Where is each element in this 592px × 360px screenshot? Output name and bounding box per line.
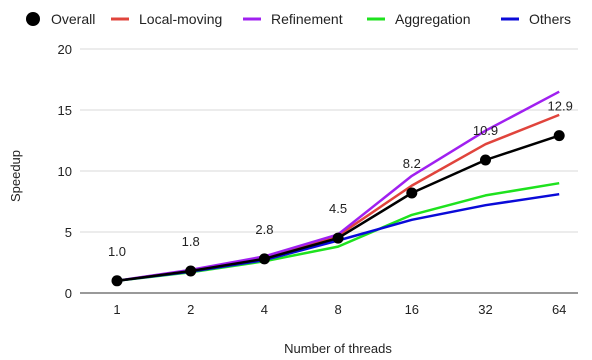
- data-label: 2.8: [255, 222, 273, 237]
- x-tick-label: 16: [405, 302, 419, 317]
- legend-label-local-moving: Local-moving: [139, 11, 222, 27]
- data-label: 12.9: [548, 99, 573, 114]
- y-tick-label: 5: [65, 225, 72, 240]
- y-tick-label: 20: [58, 42, 72, 57]
- x-tick-label: 1: [113, 302, 120, 317]
- x-axis-title: Number of threads: [284, 341, 392, 356]
- x-tick-label: 4: [261, 302, 268, 317]
- x-tick-label: 32: [478, 302, 492, 317]
- overall-marker: [332, 232, 344, 244]
- overall-marker: [258, 253, 270, 265]
- data-label: 4.5: [329, 201, 347, 216]
- series-lines: [116, 90, 560, 283]
- data-label: 1.0: [108, 244, 126, 259]
- data-labels: 1.0 1.8 2.8 4.5 8.2 10.9 12.9: [108, 99, 573, 259]
- x-tick-label: 64: [552, 302, 566, 317]
- legend-swatch-overall: [26, 12, 40, 26]
- overall-markers: [111, 130, 565, 287]
- x-tick-label: 2: [187, 302, 194, 317]
- y-tick-labels: 0 5 10 15 20: [58, 42, 72, 301]
- legend-label-refinement: Refinement: [271, 11, 343, 27]
- series-line-local-moving: [116, 113, 560, 283]
- legend-label-others: Others: [529, 11, 571, 27]
- legend: Overall Local-moving Refinement Aggregation…: [26, 11, 571, 27]
- legend-label-aggregation: Aggregation: [395, 11, 471, 27]
- data-label: 10.9: [473, 123, 498, 138]
- data-label: 1.8: [182, 234, 200, 249]
- series-line-refinement: [116, 90, 560, 283]
- y-tick-label: 0: [65, 286, 72, 301]
- overall-marker: [553, 130, 565, 142]
- overall-marker: [406, 187, 418, 199]
- data-label: 8.2: [403, 156, 421, 171]
- x-tick-labels: 1 2 4 8 16 32 64: [113, 302, 566, 317]
- y-tick-label: 10: [58, 164, 72, 179]
- x-tick-label: 8: [334, 302, 341, 317]
- overall-marker: [185, 265, 197, 277]
- legend-label-overall: Overall: [51, 11, 95, 27]
- y-axis-title: Speedup: [8, 150, 23, 202]
- y-tick-label: 15: [58, 103, 72, 118]
- grid-lines: [80, 48, 578, 294]
- overall-marker: [111, 275, 123, 287]
- overall-marker: [480, 154, 491, 166]
